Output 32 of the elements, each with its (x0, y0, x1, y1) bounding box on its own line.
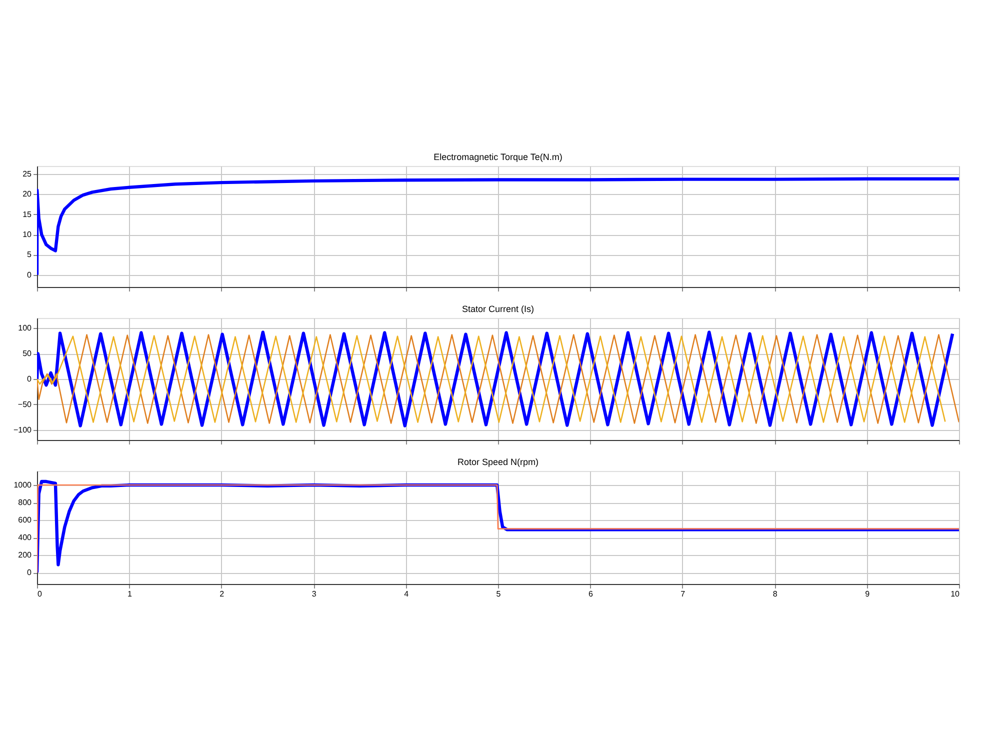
y-tick-label: −100 (13, 425, 32, 434)
line-series (37, 177, 959, 276)
y-tick-label: 20 (22, 190, 32, 199)
y-tick-label: 600 (18, 516, 32, 525)
y-tick-label: 50 (22, 349, 32, 358)
x-tick-label: 6 (588, 590, 594, 598)
x-tick-label: 5 (496, 590, 502, 598)
y-tick-label: −50 (18, 400, 32, 409)
chart-title: Rotor Speed N(rpm) (457, 457, 539, 467)
y-tick-label: 5 (27, 250, 32, 260)
y-tick-label: 10 (22, 230, 32, 240)
x-tick-label: 8 (772, 590, 778, 598)
y-tick-label: 1000 (14, 480, 32, 490)
x-tick-label: 4 (404, 590, 410, 598)
y-tick-label: 400 (18, 533, 32, 542)
y-tick-label: 0 (27, 270, 32, 280)
chart-title: Electromagnetic Torque Te(N.m) (434, 152, 562, 162)
y-tick-label: 800 (18, 498, 32, 508)
x-tick-label: 9 (865, 590, 870, 598)
y-tick-label: 200 (18, 550, 32, 560)
y-tick-label: 100 (18, 324, 32, 333)
y-tick-label: 0 (27, 374, 32, 384)
y-tick-label: 25 (22, 170, 32, 179)
chart-title: Stator Current (Is) (462, 304, 534, 314)
x-tick-label: 0 (38, 590, 42, 598)
x-tick-label: 2 (220, 590, 225, 598)
x-tick-label: 7 (680, 590, 686, 598)
x-tick-label: 10 (950, 590, 960, 598)
y-tick-label: 0 (27, 568, 32, 578)
x-tick-label: 3 (312, 590, 317, 598)
x-tick-label: 1 (127, 590, 132, 598)
y-tick-label: 15 (22, 210, 32, 219)
